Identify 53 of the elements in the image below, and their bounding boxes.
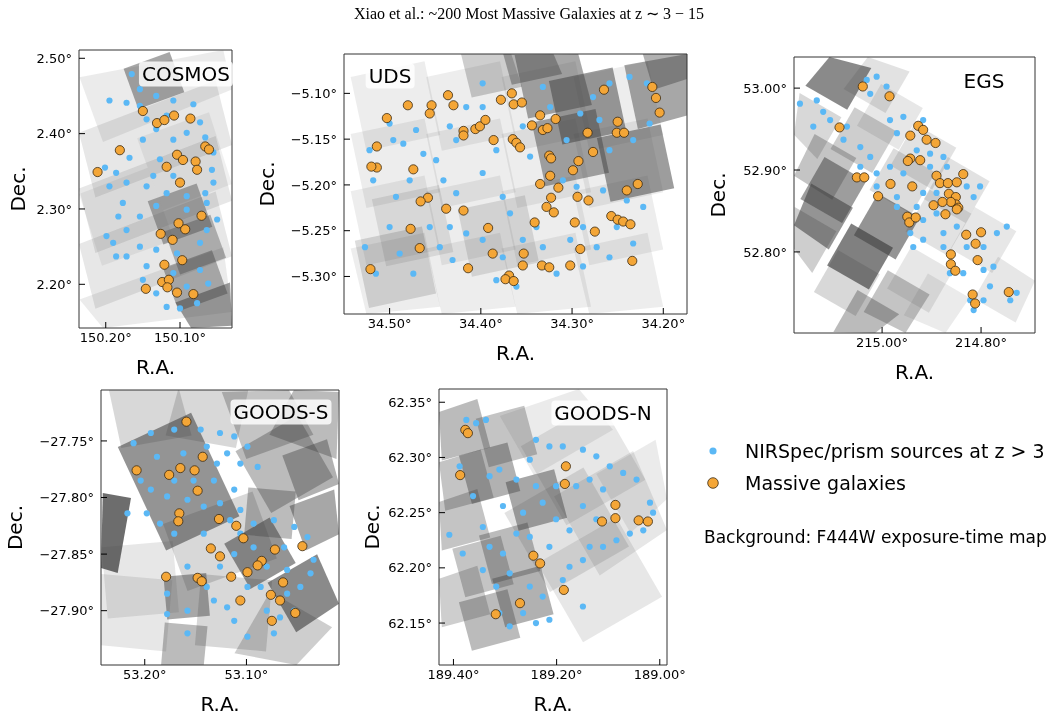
y-axis-title: Dec. [706,172,730,218]
x-tick-label: 189.20° [530,667,583,683]
x-tick-label: 215.00° [856,335,909,351]
y-axis-title: Dec. [3,504,27,551]
y-tick-label: −27.85° [39,546,94,562]
legend-label: NIRSpec/prism sources at z > 3 [745,440,1045,462]
y-tick-label: 53.00° [743,80,787,96]
x-axis-title: R.A. [495,341,536,365]
y-tick-label: 2.20° [36,276,72,292]
y-tick-label: 62.15° [388,615,432,631]
x-tick-label: 189.40° [427,667,480,683]
text: COSMOS [141,61,231,86]
y-tick-label: 62.20° [388,560,432,576]
x-tick-label: 34.30° [550,316,594,332]
x-tick-label: 53.10° [224,667,269,683]
y-tick-label: 2.40° [36,126,72,142]
x-axis-title: R.A. [533,692,573,716]
y-axis-title: Dec. [255,161,279,207]
x-tick-label: 214.80° [955,335,1008,351]
y-tick-label: −27.90° [39,603,94,619]
y-tick-label: −5.30° [290,269,337,285]
text: Xiao et al.: ~200 Most Massive Galaxies at z ∼ 3 − 15 [353,4,705,22]
x-axis-title: R.A. [200,692,240,716]
y-tick-label: 52.90° [743,162,787,178]
y-tick-label: 2.50° [36,50,72,66]
text: GOODS-S [233,399,329,424]
legend-label: Massive galaxies [745,472,906,494]
x-tick-label: 189.00° [633,667,686,683]
x-tick-label: 150.10° [154,330,207,346]
x-axis-title: R.A. [135,355,176,379]
y-tick-label: 62.35° [388,394,432,410]
y-tick-label: 52.80° [743,244,787,260]
y-tick-label: 62.30° [388,450,432,466]
y-axis-title: Dec. [360,504,384,550]
y-tick-label: −5.25° [290,223,337,239]
x-tick-label: 34.50° [367,316,412,332]
y-tick-label: −5.10° [290,85,337,101]
y-tick-label: 2.30° [36,201,72,217]
x-tick-label: 53.20° [122,667,167,683]
y-tick-label: −27.80° [39,490,94,506]
y-tick-label: 62.25° [388,505,432,521]
y-axis-title: Dec. [6,166,30,212]
x-tick-label: 34.40° [458,316,503,332]
text: EGS [963,68,1005,93]
x-tick-label: 34.20° [641,316,686,332]
text: UDS [368,63,412,88]
text: GOODS-N [554,400,652,425]
x-tick-label: 150.20° [79,330,132,346]
y-tick-label: −5.15° [290,131,337,147]
y-tick-label: −5.20° [290,177,337,193]
y-tick-label: −27.75° [39,433,94,449]
text: Background: F444W exposure-time map [704,527,1047,547]
x-axis-title: R.A. [894,360,935,384]
